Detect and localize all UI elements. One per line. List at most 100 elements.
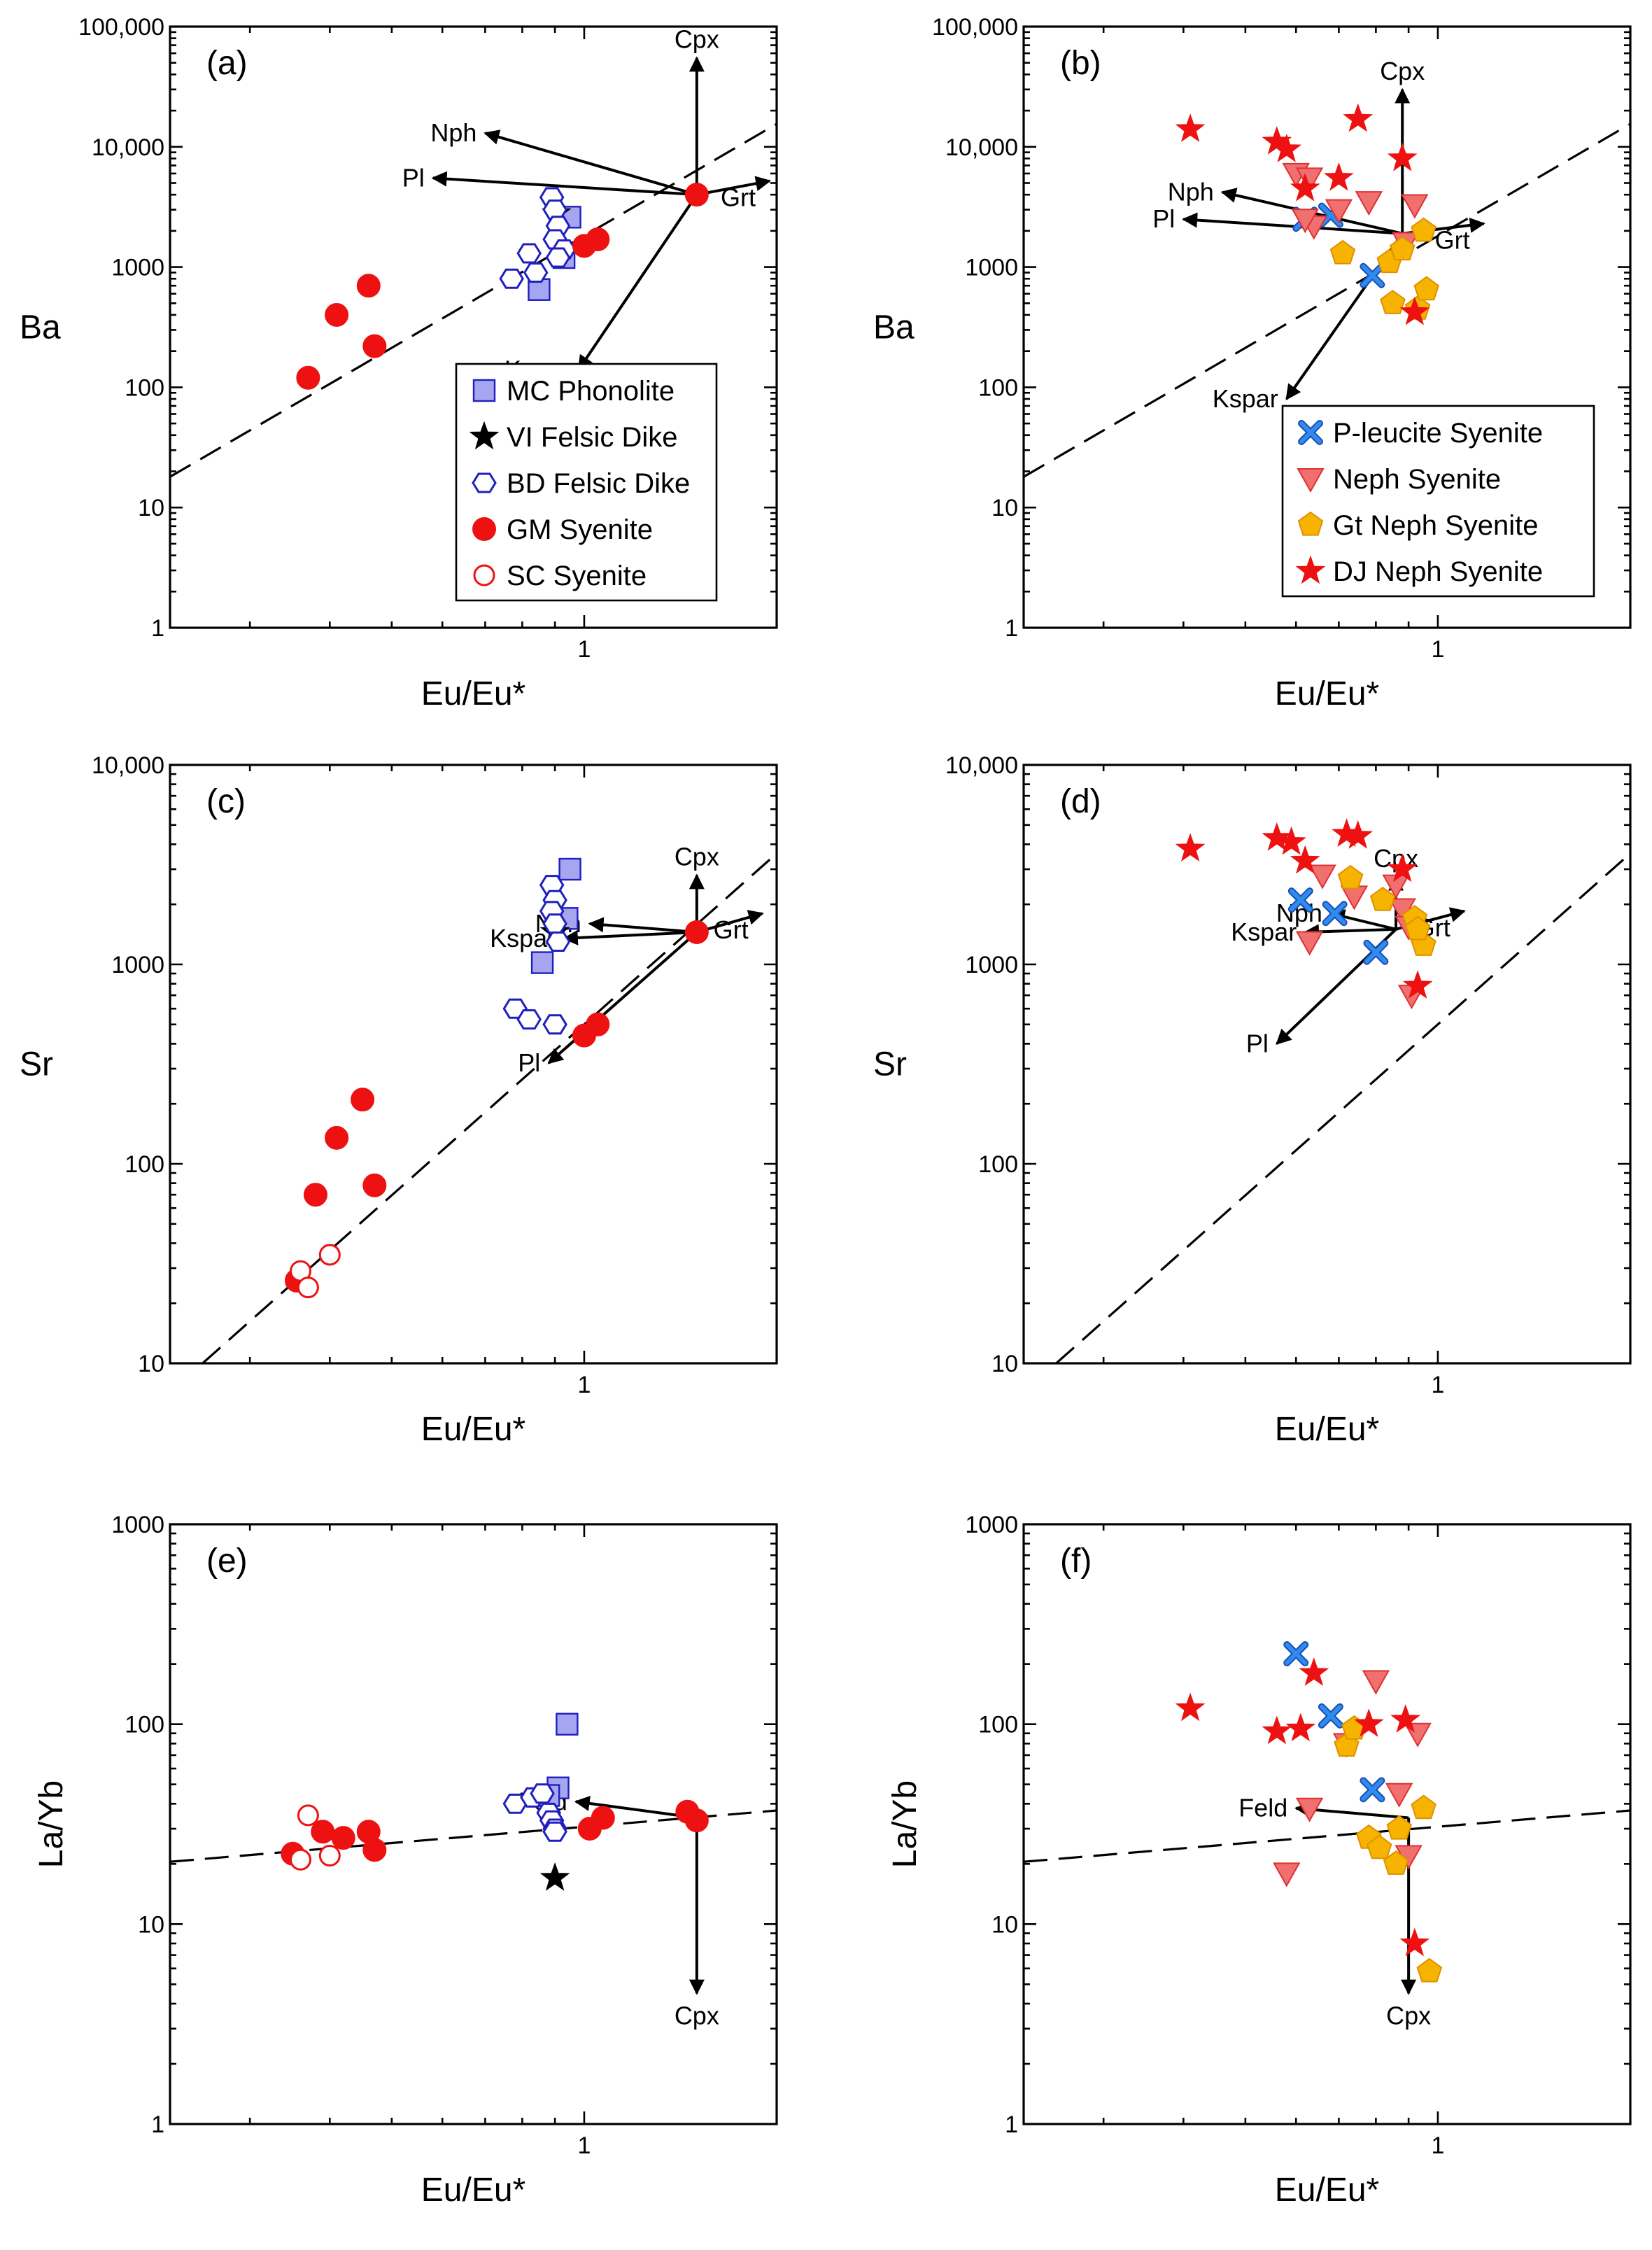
data-point xyxy=(1299,1657,1329,1686)
x-tick-label: 1 xyxy=(577,2132,591,2159)
vector-arrow-nph xyxy=(483,129,698,197)
star-marker xyxy=(1262,822,1292,851)
hexagon-marker xyxy=(545,247,571,268)
vector-label-cpx: Cpx xyxy=(1386,2001,1431,2030)
hexagon-marker xyxy=(542,913,567,934)
data-point xyxy=(1308,864,1336,890)
plot-frame xyxy=(169,25,778,629)
vector-label-grt: Grt xyxy=(714,915,749,944)
data-point xyxy=(1271,134,1302,162)
pentagon-marker xyxy=(1329,239,1356,265)
x-marker xyxy=(1289,889,1312,912)
data-points xyxy=(1175,103,1440,325)
data-point xyxy=(1413,276,1440,301)
pentagon-marker xyxy=(1411,1794,1436,1820)
star-marker xyxy=(1175,113,1206,142)
star-marker xyxy=(469,421,500,450)
data-point xyxy=(356,274,381,298)
legend-label: P-leucite Syenite xyxy=(1333,418,1543,449)
plot-frame xyxy=(1022,764,1632,1365)
x-tick-label: 1 xyxy=(577,1372,591,1398)
star-marker xyxy=(1387,142,1418,171)
trend-line xyxy=(1055,852,1630,1363)
hexagon-marker xyxy=(472,472,497,493)
data-point xyxy=(1276,826,1306,855)
star-marker xyxy=(1399,1927,1430,1957)
data-point xyxy=(1360,262,1385,288)
data-point xyxy=(516,243,542,264)
legend-marker xyxy=(1297,468,1325,493)
vector-label-pl: Pl xyxy=(1246,1029,1269,1057)
star-marker xyxy=(1175,1692,1206,1722)
data-point xyxy=(523,262,549,283)
data-point xyxy=(1291,209,1319,234)
data-point xyxy=(1175,1692,1206,1722)
data-point xyxy=(1337,864,1364,890)
data-point xyxy=(1355,191,1383,216)
data-point xyxy=(1273,1862,1301,1887)
square-marker xyxy=(558,857,581,881)
data-points xyxy=(284,857,709,1299)
data-point xyxy=(684,183,709,207)
data-point xyxy=(542,913,567,934)
legend: MC Phonolite VI Felsic Dike BD Felsic Dike… xyxy=(455,363,718,602)
hexagon-marker xyxy=(499,268,524,289)
circle-marker xyxy=(586,1012,610,1036)
data-points xyxy=(1175,1641,1443,1983)
panel-label: (b) xyxy=(1060,45,1101,82)
y-tick-label: 1 xyxy=(151,615,164,642)
pentagon-marker xyxy=(1383,1850,1409,1875)
star-marker xyxy=(539,1862,570,1891)
data-point xyxy=(1402,970,1433,999)
y-tick-label: 1000 xyxy=(965,1512,1018,1538)
x-marker xyxy=(1319,1704,1342,1727)
data-point xyxy=(362,1838,387,1862)
data-point xyxy=(1329,239,1356,265)
data-point xyxy=(362,1173,387,1197)
circle-marker xyxy=(362,334,387,358)
data-point xyxy=(530,951,554,974)
data-point xyxy=(318,1845,341,1867)
vector-arrow-kspar xyxy=(562,929,697,945)
data-point xyxy=(1343,103,1374,132)
data-point xyxy=(1390,1704,1421,1733)
data-point xyxy=(1318,1703,1343,1729)
y-tick-label: 100 xyxy=(978,1151,1018,1178)
panel-a: 1 10 100 1000 10,000 100,000 1 Eu/Eu* Ba Cpx NphPl… xyxy=(20,14,778,712)
data-point xyxy=(502,1793,528,1814)
data-point xyxy=(1367,1834,1392,1859)
open-circle-marker xyxy=(318,1244,341,1266)
open-circle-marker xyxy=(290,1848,312,1871)
data-point xyxy=(1383,1850,1409,1875)
legend-marker xyxy=(473,564,495,586)
hexagon-marker xyxy=(523,262,549,283)
data-point xyxy=(1283,1641,1309,1667)
y-tick-label: 100 xyxy=(125,374,164,401)
y-tick-label: 100 xyxy=(978,374,1018,401)
data-point xyxy=(1287,887,1313,913)
x-axis-label: Eu/Eu* xyxy=(1275,1411,1379,1448)
open-circle-marker xyxy=(297,1277,319,1299)
data-point xyxy=(290,1848,312,1871)
legend-marker xyxy=(1297,511,1324,536)
axis-ticks xyxy=(1024,764,1632,1365)
data-point xyxy=(1262,822,1292,851)
star-marker xyxy=(1299,1657,1329,1686)
data-point xyxy=(1325,199,1353,224)
circle-marker xyxy=(325,1125,349,1150)
data-point xyxy=(318,1244,341,1266)
star-marker xyxy=(1399,296,1430,325)
y-axis-label: Ba xyxy=(873,309,915,346)
hexagon-marker xyxy=(530,1783,555,1804)
triangle-marker xyxy=(1291,209,1319,234)
y-axis-label: Sr xyxy=(873,1046,907,1083)
pentagon-marker xyxy=(1369,886,1396,911)
legend-label: GM Syenite xyxy=(507,514,653,545)
data-point xyxy=(1175,113,1206,142)
vector-label-feld: Feld xyxy=(1238,1794,1287,1822)
pentagon-marker xyxy=(1411,217,1436,242)
data-point xyxy=(1360,1777,1385,1803)
